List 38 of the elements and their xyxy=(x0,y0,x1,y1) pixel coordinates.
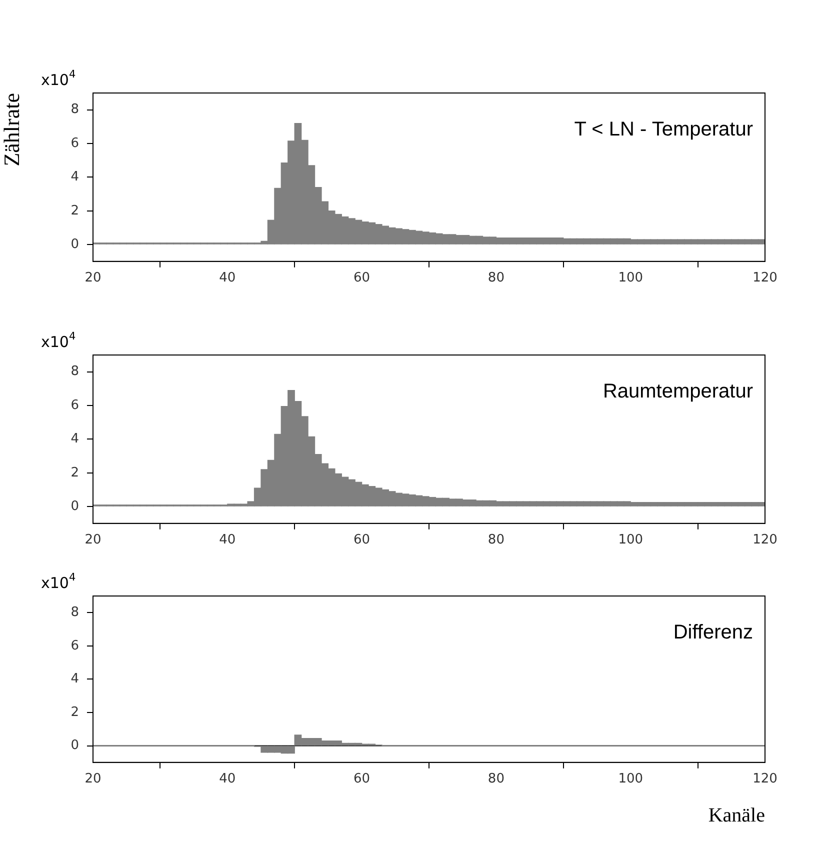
text: T < LN - Temperatur xyxy=(574,118,754,141)
y-tick-label: 8 xyxy=(70,364,79,380)
x-tick-label: 80 xyxy=(488,532,504,548)
y-tick-label: 8 xyxy=(70,102,79,118)
x-tick-label: 20 xyxy=(84,772,102,787)
y-tick-label: 0 xyxy=(70,498,79,514)
y-tick-label: 4 xyxy=(70,672,79,687)
x-tick-label: 60 xyxy=(354,532,370,548)
x-tick-label: 100 xyxy=(618,772,644,787)
x-tick-label: 40 xyxy=(219,772,236,787)
y-tick-label: 6 xyxy=(70,136,79,151)
x-tick-label: 60 xyxy=(354,772,370,787)
x-axis-title: Kanäle xyxy=(708,804,766,826)
y-tick-label: 4 xyxy=(70,170,79,185)
y-tick-label: 4 xyxy=(70,432,79,447)
x-tick-label: 100 xyxy=(618,532,644,548)
y-tick-label: 6 xyxy=(70,398,79,413)
x-tick-label: 40 xyxy=(219,532,236,548)
y-tick-label: 2 xyxy=(70,465,79,480)
x-tick-label: 80 xyxy=(488,270,504,286)
y-axis-title: Zählrate xyxy=(0,93,24,166)
x-tick-label: 120 xyxy=(752,772,778,787)
x-tick-label: 100 xyxy=(618,270,644,286)
y-tick-label: 2 xyxy=(70,704,79,720)
text: Differenz xyxy=(673,622,753,644)
text: Raumtemperatur xyxy=(602,380,754,403)
x-tick-label: 120 xyxy=(752,270,778,286)
y-tick-label: 6 xyxy=(70,638,79,654)
y-tick-label: 0 xyxy=(70,738,79,754)
x-tick-label: 20 xyxy=(84,532,102,548)
y-tick-label: 8 xyxy=(70,605,79,620)
x-tick-label: 40 xyxy=(219,270,236,286)
x-tick-label: 120 xyxy=(752,532,778,548)
x-tick-label: 20 xyxy=(84,270,102,286)
x-tick-label: 60 xyxy=(354,270,370,286)
y-tick-label: 2 xyxy=(70,203,79,218)
y-tick-label: 0 xyxy=(70,236,79,252)
x-tick-label: 80 xyxy=(488,772,504,787)
